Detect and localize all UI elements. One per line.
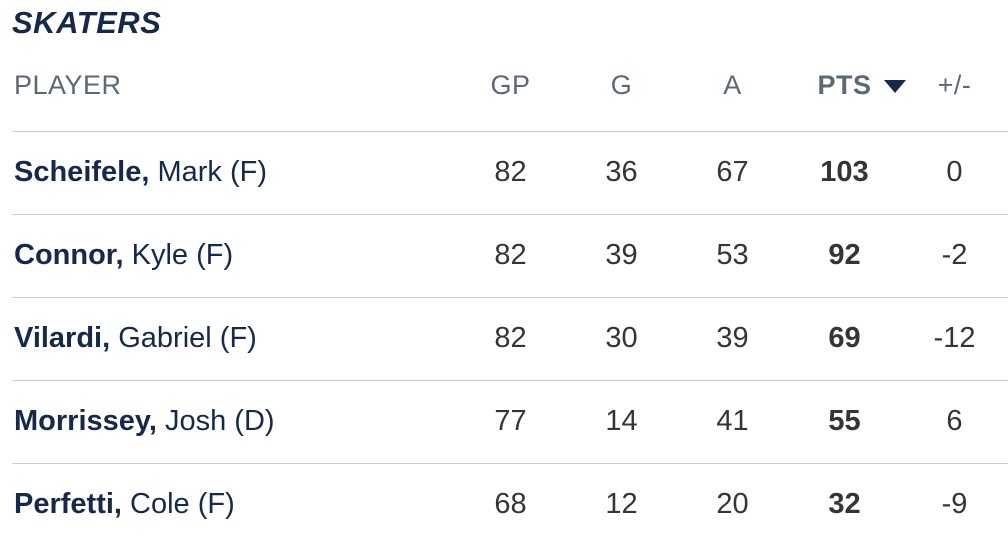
column-header-plus-minus[interactable]: +/-: [901, 40, 1008, 132]
stat-plus-minus: -2: [901, 214, 1008, 298]
stat-g: 39: [566, 214, 677, 298]
stat-plus-minus: 6: [901, 380, 1008, 464]
column-header-gp[interactable]: GP: [455, 40, 566, 132]
stat-pts: 92: [788, 214, 901, 298]
column-header-pts-label: PTS: [817, 69, 872, 100]
table-row: Morrissey, Josh (D) 77 14 41 55 6: [12, 380, 1008, 464]
column-header-player[interactable]: PLAYER: [12, 40, 455, 132]
stat-gp: 77: [455, 380, 566, 464]
stat-pts: 55: [788, 380, 901, 464]
player-given-name: Mark (F): [149, 156, 267, 188]
stat-a: 67: [677, 131, 788, 215]
table-row: Perfetti, Cole (F) 68 12 20 32 -9: [12, 463, 1008, 546]
player-surname: Perfetti,: [14, 488, 122, 521]
stat-pts: 69: [788, 297, 901, 381]
stat-g: 30: [566, 297, 677, 381]
stat-g: 36: [566, 131, 677, 215]
column-header-pts[interactable]: PTS: [788, 40, 906, 132]
stat-a: 39: [677, 297, 788, 381]
stat-plus-minus: -9: [941, 488, 968, 521]
table-header-row: PLAYER GP G A PTS +/-: [12, 40, 1008, 132]
stat-plus-minus: -12: [901, 297, 1008, 381]
player-given-name: Kyle (F): [123, 239, 234, 271]
section-title: SKATERS: [12, 5, 162, 40]
stat-g: 14: [566, 380, 677, 464]
player-surname: Connor,: [14, 239, 124, 271]
table-body: Scheifele, Mark (F) 82 36 67 103 0 Conno…: [12, 131, 1008, 546]
player-link[interactable]: Scheifele, Mark (F): [14, 156, 267, 188]
stat-gp: 82: [455, 131, 566, 215]
stat-a: 20: [716, 488, 749, 521]
player-given-name: Josh (D): [156, 405, 275, 437]
stat-pts: 32: [828, 488, 861, 521]
player-given-name: Cole (F): [121, 488, 235, 521]
stat-gp: 82: [455, 214, 566, 298]
table-row: Vilardi, Gabriel (F) 82 30 39 69 -12: [12, 297, 1008, 381]
table-row: Connor, Kyle (F) 82 39 53 92 -2: [12, 214, 1008, 298]
stat-gp: 82: [455, 297, 566, 381]
stat-gp: 68: [494, 488, 527, 521]
player-link[interactable]: Connor, Kyle (F): [14, 239, 233, 271]
column-header-g[interactable]: G: [566, 40, 677, 132]
stat-g: 12: [605, 488, 638, 521]
player-given-name: Gabriel (F): [110, 322, 257, 354]
stat-pts: 103: [788, 131, 901, 215]
column-header-a[interactable]: A: [677, 40, 788, 132]
player-link[interactable]: Morrissey, Josh (D): [14, 405, 275, 437]
skaters-stats-panel: SKATERS PLAYER GP G A PTS +/-: [0, 6, 1008, 558]
player-link[interactable]: Perfetti, Cole (F): [14, 488, 235, 520]
table-row: Scheifele, Mark (F) 82 36 67 103 0: [12, 131, 1008, 215]
player-surname: Scheifele,: [14, 156, 150, 188]
stat-plus-minus: 0: [901, 131, 1008, 215]
stat-a: 53: [677, 214, 788, 298]
player-surname: Morrissey,: [14, 405, 157, 437]
stat-a: 41: [677, 380, 788, 464]
player-link[interactable]: Vilardi, Gabriel (F): [14, 322, 257, 354]
skaters-table: PLAYER GP G A PTS +/- Scheifele, Mark (F…: [12, 40, 1008, 546]
sort-desc-icon: [883, 79, 906, 93]
player-surname: Vilardi,: [14, 322, 111, 354]
